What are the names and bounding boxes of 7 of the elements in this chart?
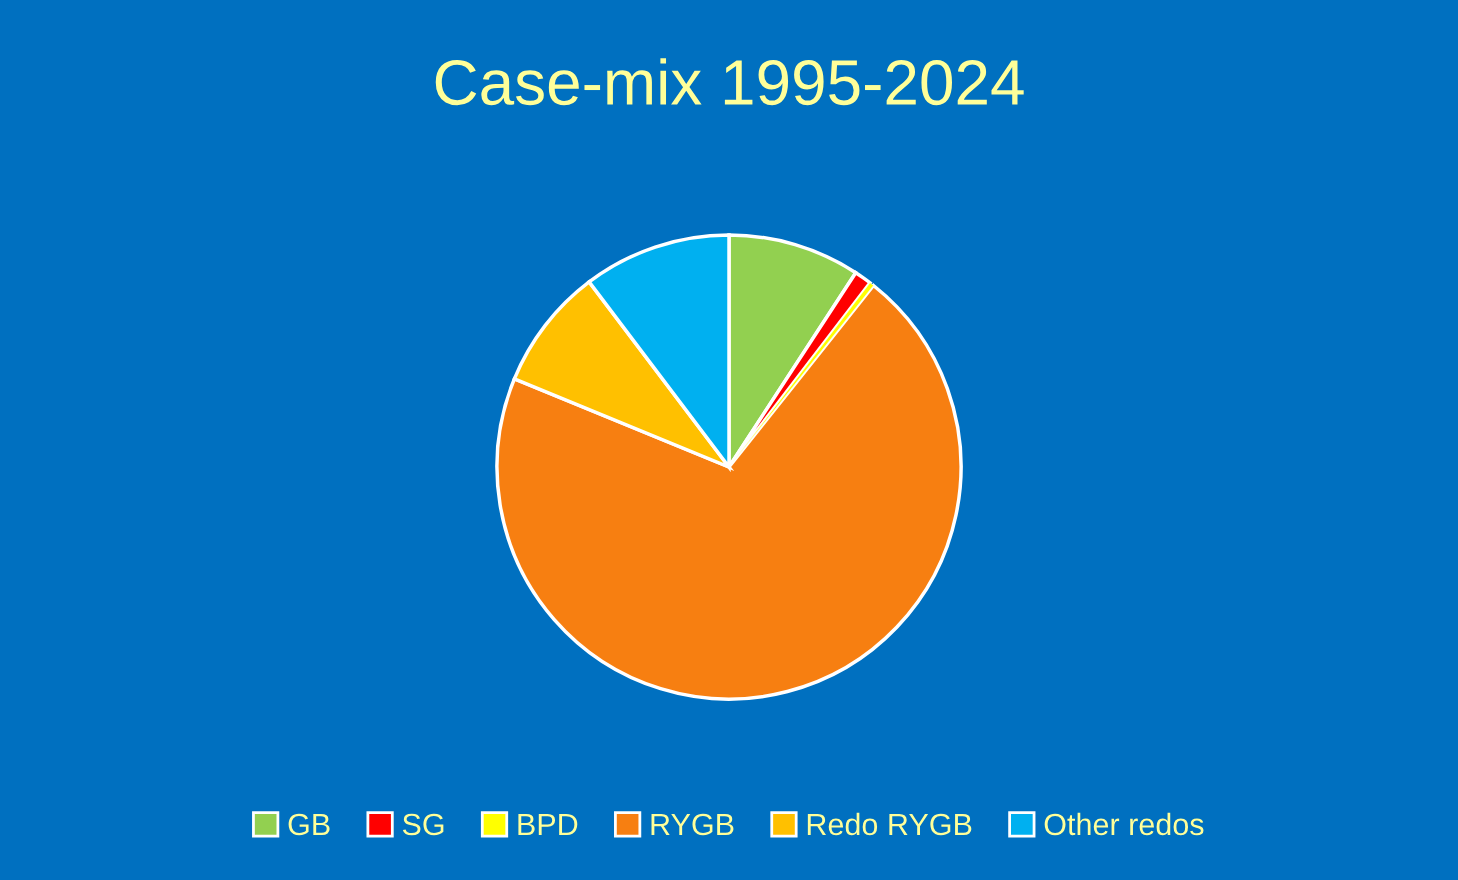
chart-title: Case-mix 1995-2024 xyxy=(435,58,1024,106)
legend-label: Redo RYGB xyxy=(807,812,972,836)
legend-label: RYGB xyxy=(651,813,734,836)
legend-label: Other redos xyxy=(1044,812,1204,836)
legend-label: GB xyxy=(288,813,330,836)
legend-label: BPD xyxy=(518,813,578,835)
legend-label: SG xyxy=(402,813,444,836)
